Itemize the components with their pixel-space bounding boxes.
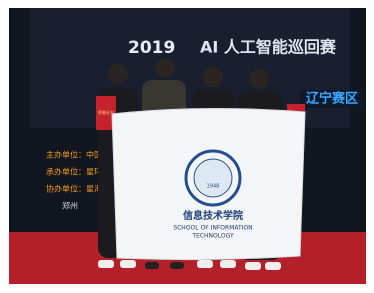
flag-name-cn: 信息技术学院 xyxy=(183,209,243,222)
flag-name-en: SCHOOL OF INFORMATION xyxy=(173,225,252,232)
sponsor-line: 协办单位：星海 xyxy=(46,184,102,194)
flag-name-en: TECHNOLOGY xyxy=(191,233,234,240)
emblem-inner xyxy=(194,159,232,197)
sponsor-line: 郑州 xyxy=(62,201,78,211)
photo: 2019 AI 人工智能巡回赛 辽宁赛区 主办单位：中国人 承办单位：星环 协办… xyxy=(0,0,374,293)
sponsor-line: 承办单位：星环 xyxy=(46,167,102,177)
emblem-year: 1948 xyxy=(207,184,220,190)
region: 辽宁赛区 xyxy=(306,91,358,107)
backdrop-title: AI 人工智能巡回赛 xyxy=(200,38,337,57)
backdrop-year: 2019 xyxy=(128,38,175,58)
